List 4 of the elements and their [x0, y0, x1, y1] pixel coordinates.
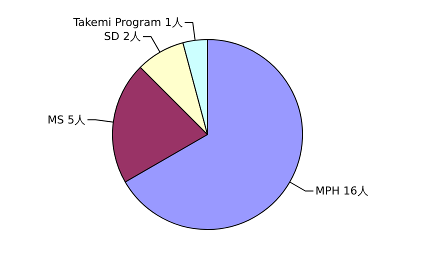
slice-label: SD 2人	[104, 30, 142, 44]
slice-label: MPH 16人	[315, 184, 368, 198]
slice-label: Takemi Program 1人	[72, 16, 183, 29]
slice-label: MS 5人	[48, 113, 86, 126]
